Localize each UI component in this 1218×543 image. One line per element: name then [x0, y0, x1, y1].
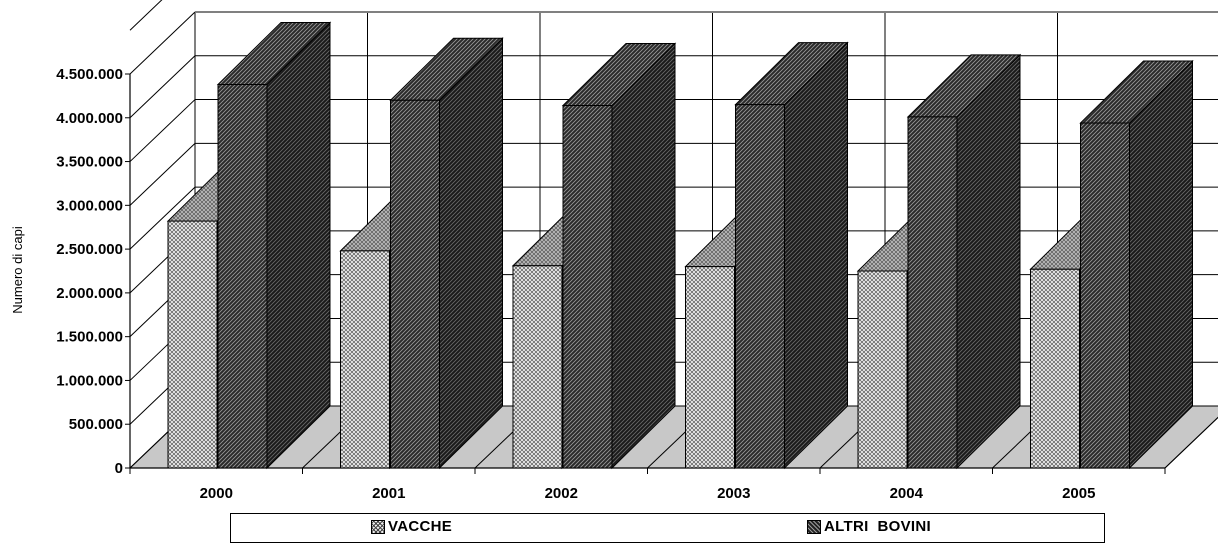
- legend-label-vacche: VACCHE: [388, 518, 453, 535]
- bar-side-face: [1129, 59, 1193, 470]
- bar-altri-bovini-2003: [734, 41, 849, 470]
- bar-altri-bovini-2002: [561, 42, 677, 470]
- side-wall-gridline: [129, 142, 196, 206]
- bar-front-face: [562, 105, 613, 469]
- bar-front-face: [340, 250, 390, 469]
- x-tick-label: 2001: [372, 485, 405, 502]
- y-tick-label: 2.500.000: [56, 241, 123, 258]
- x-tick-label: 2002: [545, 485, 578, 502]
- chart-bars: [166, 21, 1194, 470]
- legend-label-altri-bovini: ALTRI BOVINI: [824, 518, 931, 535]
- bar-front-face: [685, 266, 735, 469]
- y-tick-label: 3.500.000: [56, 154, 123, 171]
- side-wall-gridline: [129, 99, 196, 162]
- bar-side-face: [439, 37, 503, 470]
- y-tick-label: 4.000.000: [56, 110, 123, 127]
- y-tick-label: 3.000.000: [56, 197, 123, 214]
- chart-axes: [125, 73, 1166, 474]
- bar-front-face: [735, 104, 785, 469]
- y-tick-label: 4.500.000: [56, 66, 123, 83]
- legend-item-vacche: VACCHE: [371, 518, 452, 535]
- bar-altri-bovini-2001: [389, 37, 504, 470]
- legend-item-altri-bovini: ALTRI BOVINI: [807, 518, 931, 535]
- side-wall-gridline: [129, 0, 163, 31]
- y-tick-label: 0: [115, 460, 123, 477]
- bar-front-face: [167, 220, 218, 469]
- bar-side-face: [611, 42, 676, 470]
- side-wall-gridline: [129, 55, 196, 119]
- bar-front-face: [217, 84, 268, 469]
- x-tick-label: 2000: [200, 485, 233, 502]
- bar-side-face: [784, 41, 848, 470]
- x-tick-label: 2003: [717, 485, 750, 502]
- y-axis-label: Numero di capi: [10, 226, 25, 314]
- y-tick-label: 1.000.000: [56, 372, 123, 389]
- bar-front-face: [512, 265, 563, 469]
- y-tick-label: 500.000: [69, 416, 123, 433]
- legend-swatch-altri-bovini: [807, 519, 821, 534]
- x-tick-label: 2004: [890, 485, 924, 502]
- bar-altri-bovini-2000: [216, 21, 332, 470]
- bar-front-face: [390, 99, 440, 469]
- bar-altri-bovini-2004: [906, 53, 1022, 470]
- bar-front-face: [1030, 268, 1080, 469]
- y-tick-label: 1.500.000: [56, 329, 123, 346]
- bar-front-face: [857, 270, 908, 469]
- x-tick-label: 2005: [1062, 485, 1095, 502]
- bar-side-face: [266, 21, 331, 470]
- side-wall-gridline: [129, 11, 196, 75]
- bar-front-face: [907, 116, 958, 469]
- bar-altri-bovini-2005: [1079, 59, 1194, 470]
- floor-gridline: [1164, 416, 1218, 469]
- y-tick-label: 2.000.000: [56, 285, 123, 302]
- bar-side-face: [956, 53, 1021, 470]
- bar-front-face: [1080, 122, 1130, 469]
- chart-labels: 0 500.000 1.000.000 1.500.000 2.000.000 2.500…: [56, 66, 1095, 502]
- side-wall-gridline: [129, 186, 196, 250]
- legend-swatch-vacche: [371, 519, 385, 534]
